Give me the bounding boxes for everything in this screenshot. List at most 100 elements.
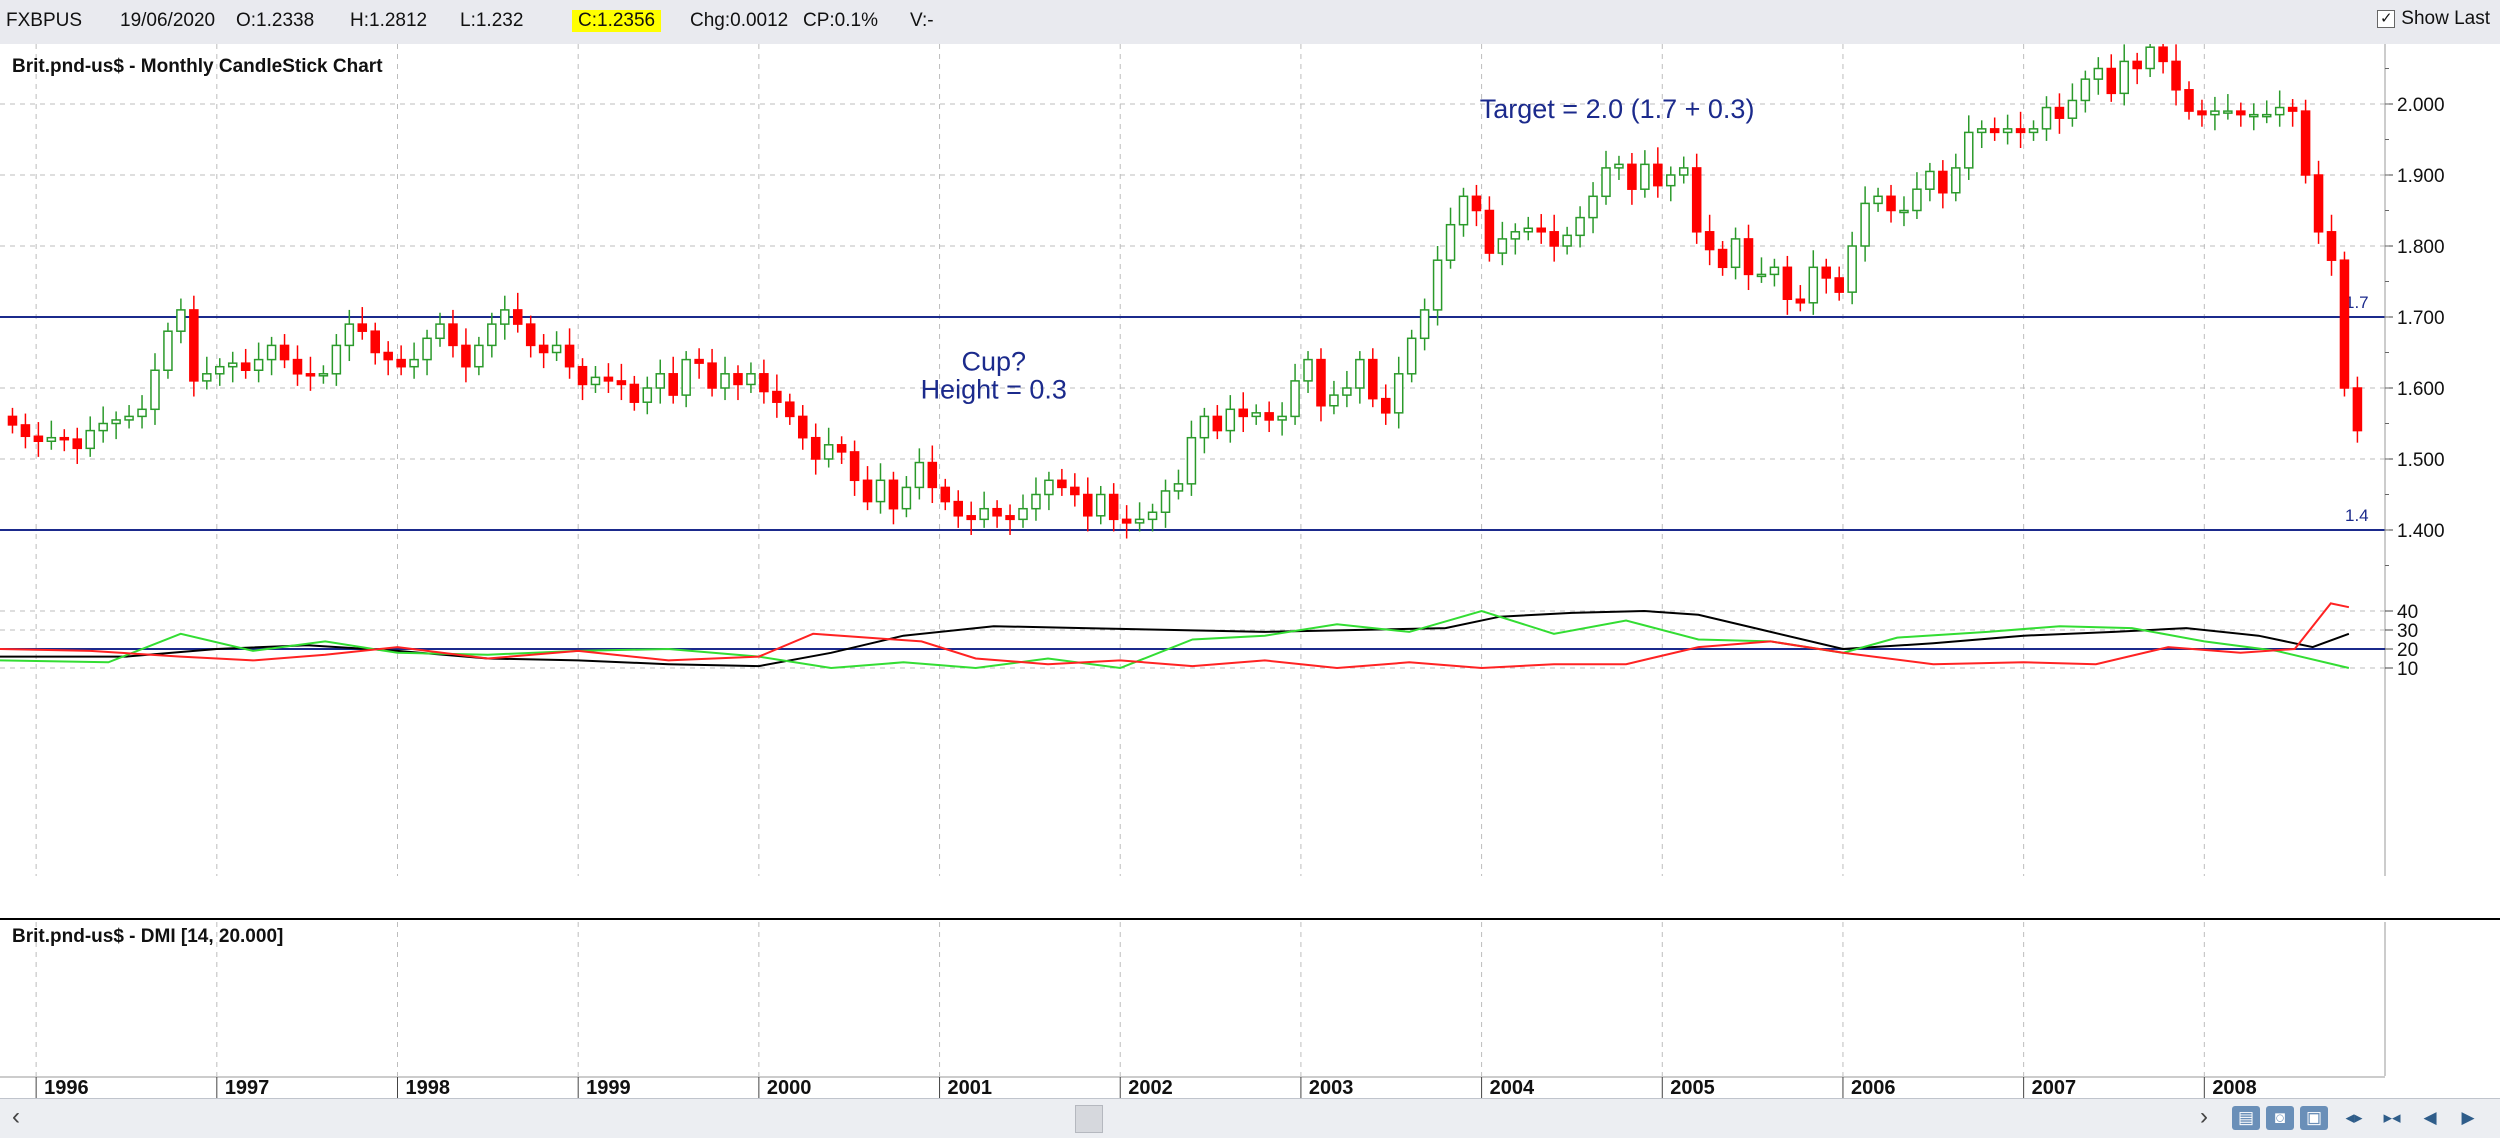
candle-body xyxy=(551,344,562,354)
symbol-label: FXBPUS xyxy=(6,10,83,31)
candle-body xyxy=(1419,309,1430,340)
candle-body xyxy=(150,369,160,411)
chart-area[interactable]: 1.7 1.4 2.000 1.900 1.800 1.700 1.600 1.500 1.4… xyxy=(0,44,2500,1098)
candle-body xyxy=(2002,128,2013,134)
candle-body xyxy=(1925,170,1935,190)
price-axis: 2.000 1.900 1.800 1.700 1.600 1.500 1.400 xyxy=(2384,44,2445,876)
candle-body xyxy=(1225,408,1236,432)
candle-body xyxy=(733,373,743,386)
candle-body xyxy=(1070,486,1080,496)
step-back-icon[interactable]: ◀ xyxy=(2423,1108,2437,1127)
candle-body xyxy=(979,507,989,521)
quote-info-bar: FXBPUS 19/06/2020 O:1.2338 H:1.2812 L:1.… xyxy=(0,0,2500,45)
candle-body xyxy=(1044,479,1054,496)
dmi-chart-title: Brit.pnd-us$ - DMI [14, 20.000] xyxy=(12,926,283,947)
candle-body xyxy=(2093,67,2104,80)
date-tick-label: 2008 xyxy=(2212,1077,2257,1098)
scroll-right-icon[interactable]: › xyxy=(2200,1103,2208,1130)
date-tick-label: 1999 xyxy=(586,1077,631,1098)
price-tick-label: 1.800 xyxy=(2397,237,2445,258)
candle-body xyxy=(124,415,134,421)
camera-icon[interactable]: ◙ xyxy=(2266,1106,2294,1130)
candle-body xyxy=(59,436,70,441)
date-tick-label: 1997 xyxy=(225,1077,270,1098)
candle-body xyxy=(448,323,458,347)
candle-body xyxy=(1497,238,1508,254)
candle-body xyxy=(940,486,951,503)
candle-body xyxy=(1432,259,1443,311)
candle-body xyxy=(2223,110,2233,114)
date-tick-label: 2001 xyxy=(948,1077,993,1098)
candle-body xyxy=(1536,227,1546,233)
candle-body xyxy=(577,365,588,386)
candle-body xyxy=(2352,387,2363,432)
low-value: L:1.232 xyxy=(460,10,524,31)
show-last-checkbox[interactable]: ✓ xyxy=(2377,10,2396,28)
date-tick-label: 2003 xyxy=(1309,1077,1354,1098)
candle-body xyxy=(370,330,380,354)
candle-body xyxy=(189,309,199,382)
candle-body xyxy=(331,344,342,375)
candle-body xyxy=(1342,387,1352,396)
price-tick-label: 2.000 xyxy=(2397,95,2445,116)
candle-body xyxy=(1614,163,1624,169)
candle-body xyxy=(707,362,717,389)
candle-body xyxy=(2261,113,2272,118)
price-chart-title: Brit.pnd-us$ - Monthly CandleStick Chart xyxy=(12,56,383,77)
candle-body xyxy=(759,373,769,393)
step-forward-icon[interactable]: ▶ xyxy=(2461,1108,2475,1127)
candle-body xyxy=(1355,358,1365,389)
candle-body xyxy=(616,380,627,386)
candle-body xyxy=(1860,202,1870,247)
print-icon[interactable]: ▤ xyxy=(2232,1106,2260,1130)
candle-body xyxy=(2326,231,2337,261)
candle-body xyxy=(1264,412,1274,421)
date-tick-label: 2000 xyxy=(767,1077,812,1098)
save-icon[interactable]: ▣ xyxy=(2300,1106,2328,1130)
candle-body xyxy=(1666,174,1676,187)
candle-body xyxy=(292,358,303,375)
candle-body xyxy=(2287,106,2298,112)
candle-body xyxy=(1316,358,1326,407)
candle-body xyxy=(603,376,614,382)
scroll-left-icon[interactable]: ‹ xyxy=(12,1103,20,1130)
candle-body xyxy=(2054,106,2065,119)
candle-body xyxy=(318,373,329,377)
candle-body xyxy=(1899,209,1909,214)
dmi-tick-label: 40 xyxy=(2397,602,2418,623)
minus_di-line xyxy=(0,602,2350,670)
candle-body xyxy=(1368,358,1378,400)
candle-body xyxy=(2132,60,2142,70)
candle-body xyxy=(1251,412,1261,418)
candle-body xyxy=(1769,266,1780,276)
zoom-fit-icon[interactable]: ◂▸ xyxy=(2345,1108,2363,1127)
change-percent-value: CP:0.1% xyxy=(803,10,878,31)
candle-body xyxy=(1018,507,1028,521)
candle-body xyxy=(1303,358,1313,382)
candle-body xyxy=(396,358,406,368)
candlesticks xyxy=(7,44,2363,539)
candle-body xyxy=(1523,227,1534,233)
horizontal-scrollbar[interactable]: ‹ › ▤ ◙ ▣ ◂▸ ▸◂ ◀ ▶ xyxy=(0,1098,2500,1138)
candle-body xyxy=(992,507,1002,517)
candle-body xyxy=(1199,415,1210,439)
candle-body xyxy=(1549,231,1559,247)
horizontal-line-label: 1.7 xyxy=(2345,293,2369,312)
candle-body xyxy=(642,387,653,403)
candle-body xyxy=(1873,195,1883,205)
candle-body xyxy=(694,358,704,364)
candle-body xyxy=(240,362,251,371)
candle-body xyxy=(1640,163,1650,190)
horizontal-line-label: 1.4 xyxy=(2345,506,2369,525)
candle-body xyxy=(409,358,419,368)
candle-body xyxy=(1057,479,1067,489)
candle-body xyxy=(1704,231,1715,251)
goto-start-icon[interactable]: ▸◂ xyxy=(2383,1108,2401,1127)
show-last-toggle[interactable]: ✓ Show Last xyxy=(2377,8,2490,30)
candle-body xyxy=(875,479,886,503)
candle-body xyxy=(2184,89,2194,112)
candle-body xyxy=(1277,415,1287,421)
annotation-text: Target = 2.0 (1.7 + 0.3) xyxy=(1480,94,1755,124)
candle-body xyxy=(1795,298,1806,304)
scroll-thumb[interactable] xyxy=(1075,1105,1103,1133)
